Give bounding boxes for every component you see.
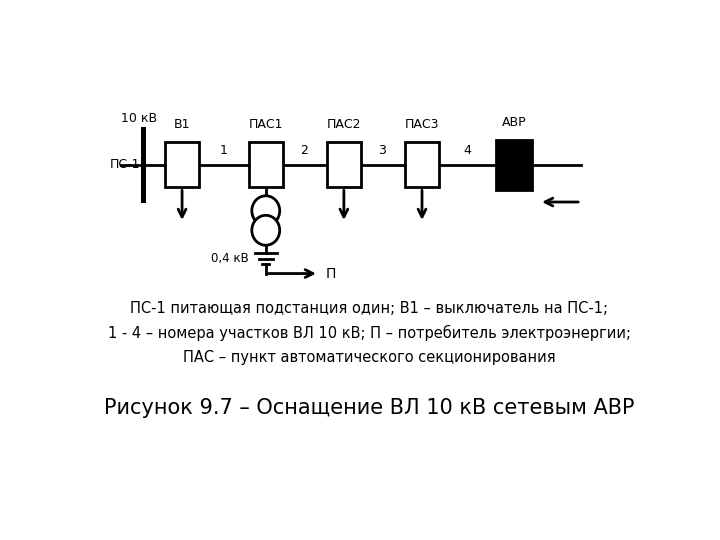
Text: 4: 4 bbox=[464, 144, 472, 157]
Text: 1 - 4 – номера участков ВЛ 10 кВ; П – потребитель электроэнергии;: 1 - 4 – номера участков ВЛ 10 кВ; П – по… bbox=[107, 325, 631, 341]
Text: В1: В1 bbox=[174, 118, 190, 131]
Text: Рисунок 9.7 – Оснащение ВЛ 10 кВ сетевым АВР: Рисунок 9.7 – Оснащение ВЛ 10 кВ сетевым… bbox=[104, 398, 634, 418]
Text: 0,4 кВ: 0,4 кВ bbox=[211, 252, 249, 265]
Text: ПС-1: ПС-1 bbox=[109, 158, 140, 171]
Text: ПС-1 питающая подстанция один; В1 – выключатель на ПС-1;: ПС-1 питающая подстанция один; В1 – выкл… bbox=[130, 301, 608, 315]
Bar bbox=[249, 141, 282, 187]
Text: 10 кВ: 10 кВ bbox=[121, 112, 157, 125]
Text: ПАС2: ПАС2 bbox=[327, 118, 361, 131]
Text: ПАС – пункт автоматического секционирования: ПАС – пункт автоматического секционирова… bbox=[183, 350, 555, 366]
Text: П: П bbox=[325, 267, 336, 281]
Text: 1: 1 bbox=[220, 144, 228, 157]
Ellipse shape bbox=[252, 196, 279, 226]
Bar bbox=[327, 141, 361, 187]
Bar bbox=[166, 141, 199, 187]
Text: ПАС1: ПАС1 bbox=[248, 118, 283, 131]
Text: 2: 2 bbox=[300, 144, 308, 157]
Text: ПАС3: ПАС3 bbox=[405, 118, 439, 131]
Bar bbox=[405, 141, 438, 187]
Ellipse shape bbox=[252, 215, 279, 245]
Text: АВР: АВР bbox=[502, 116, 526, 129]
Bar bbox=[495, 140, 533, 190]
Text: 3: 3 bbox=[379, 144, 387, 157]
